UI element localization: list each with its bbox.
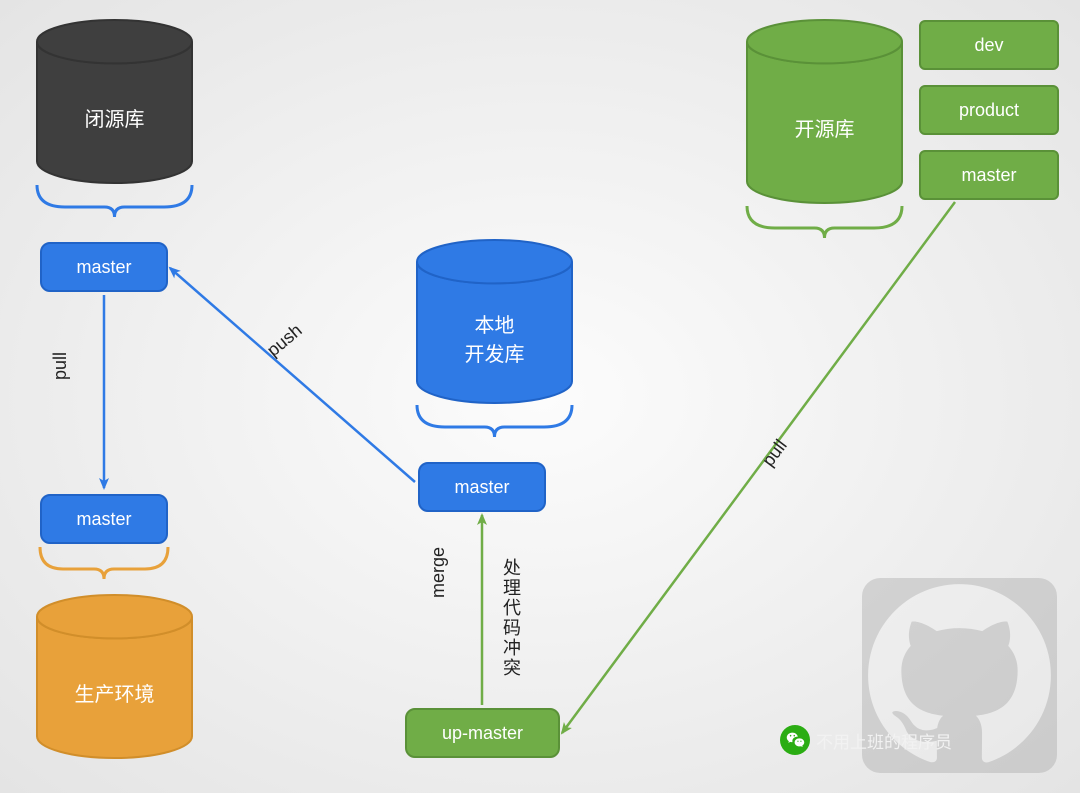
wechat-attribution: 不用上班的程序员 (780, 725, 952, 755)
edge-label-lbl-pull-left: pull (50, 352, 71, 380)
brace (747, 206, 902, 238)
edge-label-lbl-push: push (263, 320, 306, 361)
wechat-icon (780, 725, 810, 755)
box-local-master: master (418, 462, 546, 512)
cylinder-label-closed-repo: 闭源库 (37, 53, 192, 183)
edge-label-lbl-conflict: 处理代码冲突 (498, 558, 524, 678)
arrow-push-diag (170, 268, 415, 482)
cylinder-label-local-repo: 本地 开发库 (417, 273, 572, 403)
brace (417, 405, 572, 437)
edge-label-lbl-pull-right: pull (758, 436, 792, 471)
cylinder-label-open-repo: 开源库 (747, 53, 902, 203)
box-open-product: product (919, 85, 1059, 135)
box-open-master: master (919, 150, 1059, 200)
brace (37, 185, 192, 217)
cylinder-label-prod-env: 生产环境 (37, 628, 192, 758)
box-closed-master: master (40, 242, 168, 292)
box-open-dev: dev (919, 20, 1059, 70)
diagram-canvas: 闭源库本地 开发库 开源库生产环境 master master master up-mas… (0, 0, 1080, 793)
edge-label-lbl-merge: merge (428, 547, 449, 598)
box-prod-master: master (40, 494, 168, 544)
wechat-text: 不用上班的程序员 (816, 728, 952, 753)
box-up-master: up-master (405, 708, 560, 758)
brace (40, 547, 168, 579)
